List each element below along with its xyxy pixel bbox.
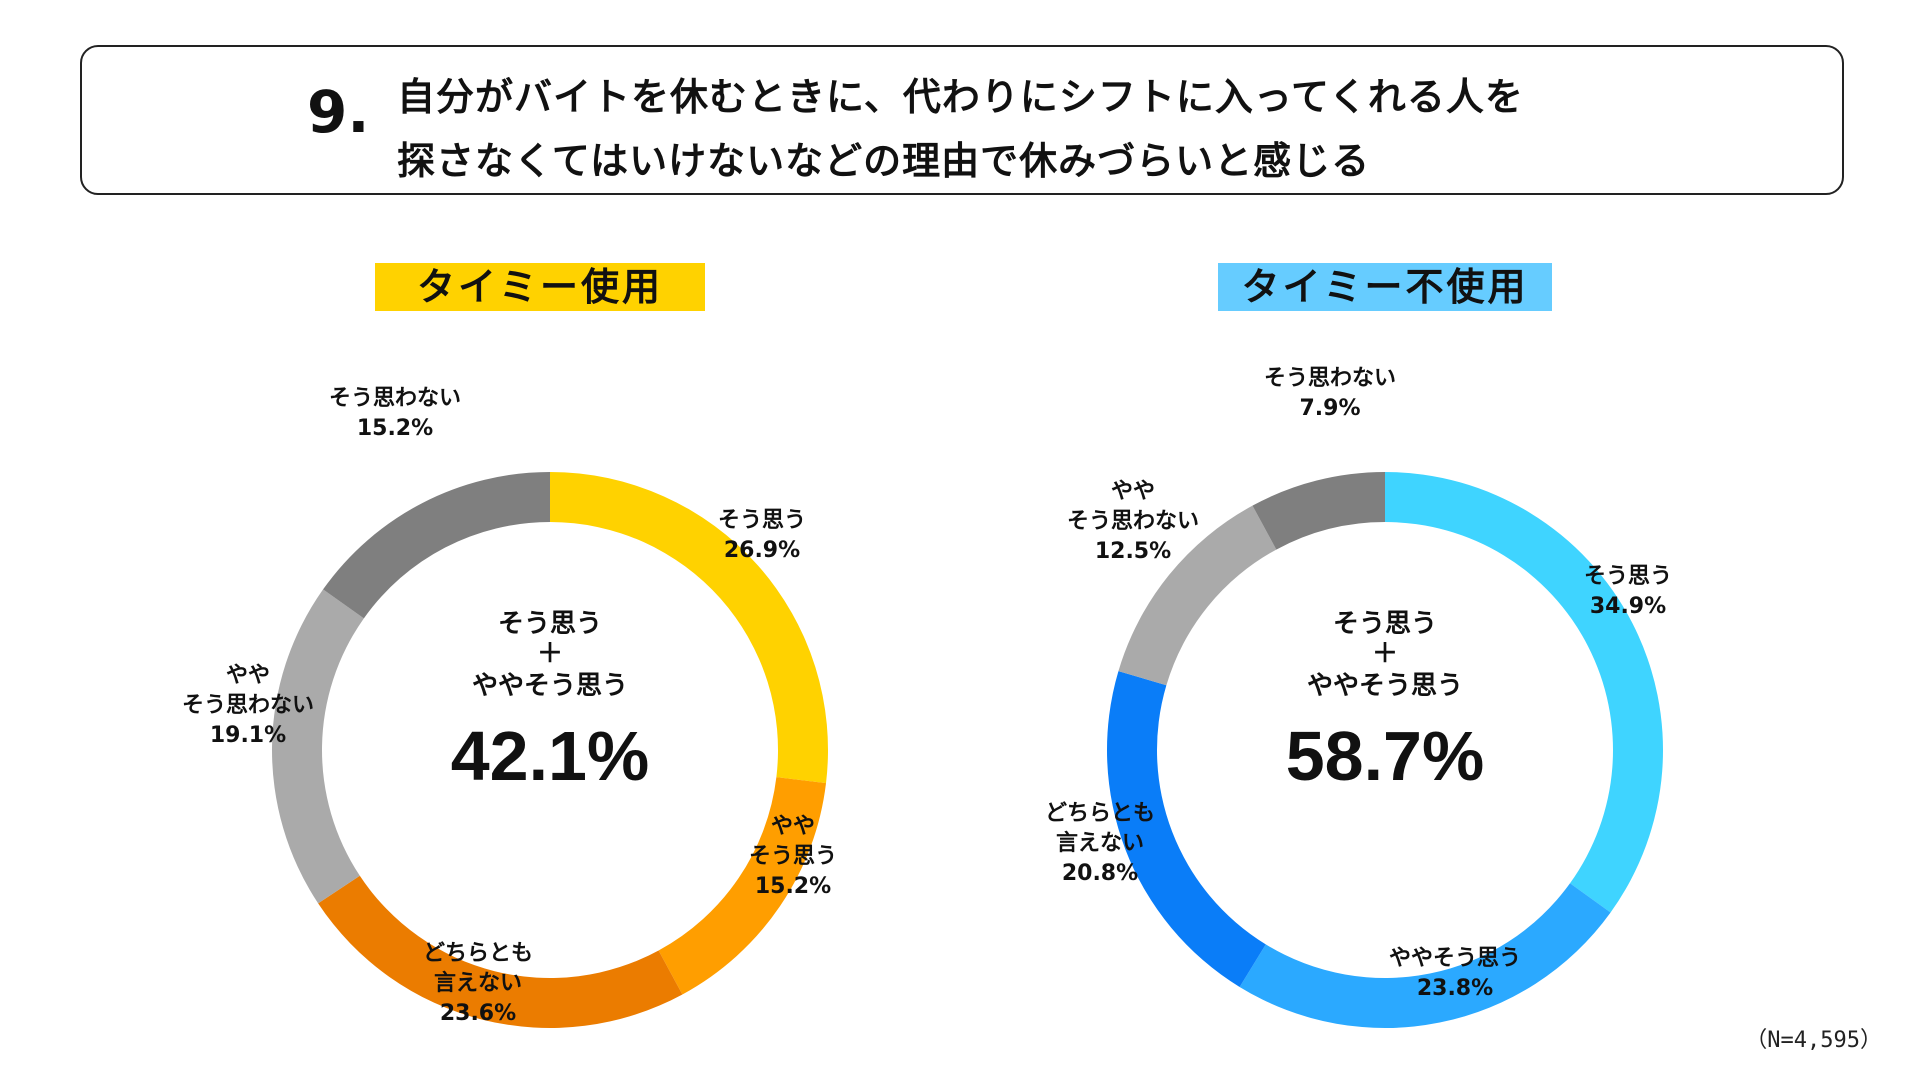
donut-1-label-2: どちらとも言えない 20.8% [1045,801,1155,886]
chart-title-timee: タイミー使用 [375,263,705,311]
donut-0-center-line-2: ＋ [537,639,563,669]
donut-1-label-1: ややそう思う 23.8% [1389,946,1521,1001]
question-box: 9. 自分がバイトを休むときに、代わりにシフトに入ってくれる人を 探さなくてはい… [80,45,1844,195]
donut-0-slice-3 [272,589,364,904]
donut-1-slice-4 [1252,472,1385,550]
donut-0-slice-4 [323,472,550,619]
donut-0-label-1: ややそう思う 15.2% [749,814,837,899]
donut-1-center-line-1: そう思う [1333,609,1437,639]
donut-0-slice-2 [318,875,683,1028]
donut-0-label-2: どちらとも言えない 23.6% [423,941,533,1026]
donut-1-slice-2 [1106,671,1266,987]
donut-0-label-4: そう思わない 15.2% [329,386,461,441]
donut-1-slice-1 [1239,883,1611,1028]
donut-0-center-line-3: ややそう思う [472,671,628,701]
donut-0-label-0: そう思う 26.9% [718,508,806,563]
donut-1-label-0: そう思う 34.9% [1584,564,1672,619]
donut-0-slice-1 [658,777,827,995]
donut-1-center-line-2: ＋ [1372,639,1398,669]
donut-1-label-3: ややそう思わない 12.5% [1067,479,1199,564]
donut-1-label-4: そう思わない 7.9% [1264,366,1396,421]
question-number: 9. [307,78,370,146]
donut-1-center-line-3: ややそう思う [1307,671,1463,701]
donut-1-slice-3 [1118,505,1277,686]
donut-0-label-3: ややそう思わない 19.1% [182,663,314,748]
question-text: 自分がバイトを休むときに、代わりにシフトに入ってくれる人を 探さなくてはいけない… [397,65,1524,193]
donut-0-center-value: 42.1% [451,717,649,795]
donut-1-center-value: 58.7% [1286,717,1484,795]
sample-size-note: （N=4,595） [1745,1028,1882,1053]
question-line-1: 自分がバイトを休むときに、代わりにシフトに入ってくれる人を [397,75,1524,119]
donut-1-slice-0 [1385,472,1664,913]
donut-0-center-line-1: そう思う [498,609,602,639]
donut-0-slice-0 [550,472,829,784]
chart-title-non-timee: タイミー不使用 [1218,263,1552,311]
question-line-2: 探さなくてはいけないなどの理由で休みづらいと感じる [397,139,1371,183]
